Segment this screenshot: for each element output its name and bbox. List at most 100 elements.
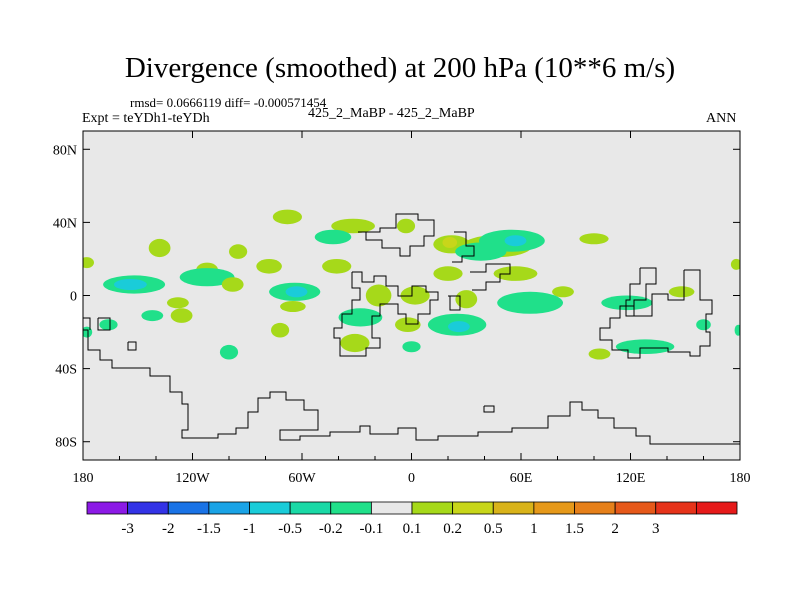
field-blob-50 (696, 319, 711, 331)
field-blob-37 (448, 321, 470, 333)
field-blob-12 (229, 244, 248, 259)
colorbar-box-8 (411, 501, 454, 515)
field-blob-2 (442, 237, 458, 248)
field-blob-23 (280, 301, 306, 312)
field-blob-24 (365, 284, 392, 307)
stats-line: rmsd= 0.0666119 diff= -0.000571454 (130, 95, 327, 110)
field-blob-22 (167, 297, 189, 309)
colorbar-label-12: 2 (611, 521, 619, 537)
field-blob-33 (497, 291, 563, 314)
colorbar-box-5 (289, 501, 332, 515)
field-blob-41 (271, 322, 290, 338)
field-blob-17 (113, 279, 147, 290)
colorbar-label-3: -1 (243, 521, 256, 537)
colorbar-label-4: -0.5 (278, 521, 302, 537)
y-tick-label-0: 80N (53, 143, 77, 158)
field-blob-25 (400, 286, 430, 305)
field-blob-39 (395, 317, 421, 333)
field-blob-18 (179, 268, 235, 287)
y-tick-label-1: 40N (53, 216, 77, 231)
field-blob-4 (331, 218, 375, 234)
field-blob-29 (552, 286, 574, 298)
coastline-mideast (452, 231, 475, 263)
x-tick-label-4: 60E (510, 471, 533, 486)
coastline-island-nz (97, 317, 111, 331)
field-blob-30 (668, 286, 695, 298)
colorbar-box-10 (492, 501, 535, 515)
coastline-island-sa (127, 341, 137, 351)
colorbar-label-6: -0.1 (360, 521, 384, 537)
field-blob-10 (579, 233, 609, 245)
colorbar-box-9 (452, 501, 494, 515)
colorbar-label-1: -2 (162, 521, 175, 537)
colorbar-label-8: 0.2 (443, 521, 462, 537)
coastline-antarctica (83, 329, 740, 445)
colorbar-label-9: 0.5 (484, 521, 503, 537)
x-tick-label-6: 180 (730, 471, 751, 486)
field-blob-42 (141, 310, 164, 322)
colorbar-box-6 (330, 501, 372, 515)
x-tick-label-2: 60W (288, 471, 316, 486)
colorbar-label-0: -3 (121, 521, 134, 537)
coastline-australia (599, 269, 713, 359)
coastline-eurasia (358, 213, 435, 257)
colorbar-box-15 (695, 501, 738, 515)
coastline-madagascar (448, 295, 461, 311)
field-blob-9 (455, 242, 507, 261)
field-blob-26 (455, 290, 478, 309)
field-blob-49 (734, 324, 740, 336)
coastline-west-edge (83, 317, 91, 330)
x-tick-label-3: 0 (408, 471, 415, 486)
y-tick-label-2: 0 (70, 290, 77, 305)
field-blob-31 (83, 257, 94, 269)
field-blob-15 (322, 259, 352, 274)
field-blob-47 (588, 348, 611, 360)
x-tick-label-0: 180 (73, 471, 94, 486)
field-blob-34 (601, 295, 653, 311)
x-axis: 180 120W 60W 0 60E 120E 180 (73, 131, 751, 486)
colorbar-label-5: -0.2 (319, 521, 343, 537)
field-blob-38 (340, 333, 370, 353)
experiment-label: Expt = teYDh1-teYDh (82, 111, 210, 126)
y-tick-label-3: 40S (55, 363, 77, 378)
colorbar-label-10: 1 (530, 521, 538, 537)
colorbar-box-14 (655, 501, 697, 515)
colorbar-box-3 (208, 501, 250, 515)
field-blob-20 (285, 286, 308, 298)
y-axis: 80N 40N 0 40S 80S (53, 143, 740, 451)
coastline-africa (333, 271, 439, 357)
colorbar-box-4 (249, 501, 291, 515)
field-blob-11 (148, 238, 171, 258)
field-blob-44 (219, 344, 239, 360)
x-tick-label-5: 120E (616, 471, 646, 486)
colorbar-box-0 (86, 501, 129, 515)
coastline-island-sg (483, 405, 495, 413)
season-label: ANN (706, 111, 737, 126)
colorbar-box-1 (127, 501, 169, 515)
colorbar-label-11: 1.5 (565, 521, 584, 537)
colorbar-label-13: 3 (652, 521, 660, 537)
field-blob-27 (433, 266, 463, 281)
colorbar-label-2: -1.5 (197, 521, 221, 537)
y-tick-label-4: 80S (55, 436, 77, 451)
field-blob-28 (493, 266, 538, 281)
field-blob-32 (730, 258, 740, 270)
coastlines (83, 213, 740, 445)
colorbar-box-7 (370, 501, 413, 515)
coastline-india (470, 263, 511, 291)
colorbar-box-12 (574, 501, 616, 515)
colorbar-box-2 (167, 501, 210, 515)
colorbar-box-11 (533, 501, 575, 515)
field-blob-5 (272, 209, 302, 225)
field-blob-3 (396, 218, 416, 234)
field-blob-14 (256, 259, 282, 274)
field-blob-46 (615, 339, 675, 355)
field-blob-40 (170, 308, 193, 323)
field-blob-45 (402, 341, 421, 353)
field-blob-8 (504, 235, 527, 247)
divergence-field (83, 209, 740, 360)
case-label: 425_2_MaBP - 425_2_MaBP (308, 106, 475, 121)
field-blob-35 (338, 308, 383, 327)
chart-title: Divergence (smoothed) at 200 hPa (10**6 … (124, 52, 676, 84)
